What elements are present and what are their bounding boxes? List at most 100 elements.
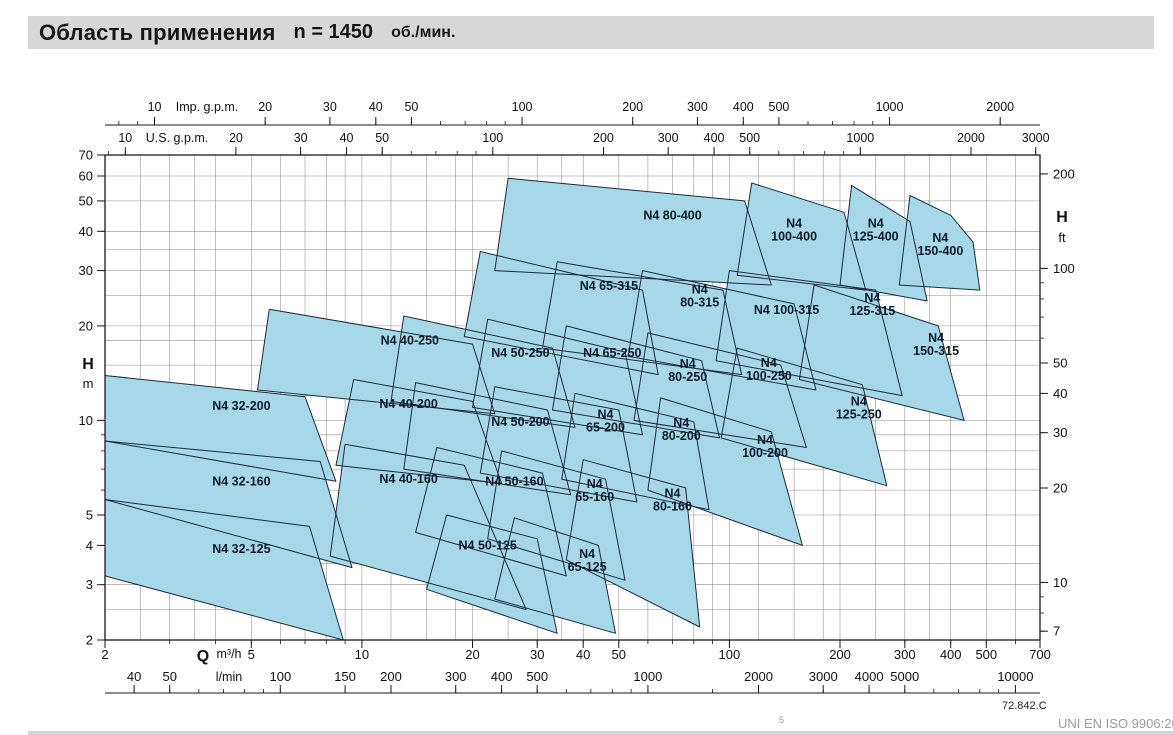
pump-region-label-N4-100-400: N4 100-400 xyxy=(771,217,817,244)
pump-region-outline-N4-50-160 xyxy=(415,447,567,577)
pump-region-outline-N4-80-160 xyxy=(565,459,701,628)
h-axis-symbol: H xyxy=(82,356,94,373)
pump-region-label-N4-150-315: N4 150-315 xyxy=(913,331,959,358)
pump-region-outline-N4-40-200 xyxy=(335,379,503,484)
lmin-axis-unit: l/min xyxy=(216,670,242,684)
pump-region-label-N4-100-200: N4 100-200 xyxy=(742,433,788,460)
pump-region-label-N4-125-400: N4 125-400 xyxy=(853,217,899,244)
axis-tick-label: 20 xyxy=(465,647,479,662)
pump-region-label-N4-80-200: N4 80-200 xyxy=(662,416,701,443)
axis-tick-label: 300 xyxy=(445,669,467,684)
pump-region-label-N4-65-200: N4 65-200 xyxy=(586,407,625,434)
axis-tick-label: 400 xyxy=(491,669,513,684)
axis-tick-label: 40 xyxy=(340,131,354,145)
speed-value: n = 1450 xyxy=(293,21,374,43)
axis-tick-label: 40 xyxy=(79,224,93,239)
pump-region-N4-100-400 xyxy=(737,183,866,291)
pump-region-outline-N4-65-250 xyxy=(472,318,643,436)
axis-tick-label: 50 xyxy=(404,100,418,114)
axis-tick-label: 100 xyxy=(512,100,533,114)
axis-tick-label: 100 xyxy=(1053,261,1075,276)
pump-region-outline-N4-65-315 xyxy=(463,251,659,376)
h-m-axis: 2 3 4 5 10 20 30 40 50 60 70 Hm xyxy=(79,148,105,648)
pump-region-label-N4-32-125: N4 32-125 xyxy=(212,542,270,556)
footnote-marker: 5 xyxy=(779,715,785,725)
axis-tick-label: 4 xyxy=(86,538,93,553)
axis-tick-label: 1000 xyxy=(876,100,904,114)
pump-region-outline-N4-80-315 xyxy=(542,261,743,376)
axis-tick-label: 200 xyxy=(593,131,614,145)
axis-tick-label: 300 xyxy=(687,100,708,114)
q-impgpm-axis: 10 20 30 40 50 100 200 300 400 500 1000 2000 Imp. g.… xyxy=(118,100,1014,125)
pump-regions-fill xyxy=(105,178,980,640)
axis-tick-label: 5 xyxy=(86,508,93,523)
standard-reference: UNI EN ISO 9906:2012 xyxy=(1058,716,1173,731)
axis-tick-label: 500 xyxy=(739,131,760,145)
pump-region-label-N4-65-160: N4 65-160 xyxy=(575,477,614,504)
pump-region-label-N4-50-160: N4 50-160 xyxy=(485,474,543,488)
axis-tick-label: 100 xyxy=(719,647,741,662)
usgpm-axis-unit: U.S. g.p.m. xyxy=(146,131,209,145)
axis-tick-label: 200 xyxy=(622,100,643,114)
pump-region-label-N4-40-160: N4 40-160 xyxy=(379,472,437,486)
axis-tick-label: 20 xyxy=(79,318,93,333)
pump-region-N4-80-160 xyxy=(566,459,700,627)
pump-region-label-N4-40-250: N4 40-250 xyxy=(381,333,439,347)
plot-border xyxy=(104,154,1041,641)
pump-region-label-N4-65-250: N4 65-250 xyxy=(583,346,641,360)
axis-tick-label: 5 xyxy=(248,647,255,662)
pump-region-label-N4-100-250: N4 100-250 xyxy=(746,356,792,383)
axis-tick-label: 30 xyxy=(294,131,308,145)
axis-tick-label: 10 xyxy=(355,647,369,662)
plot-frame xyxy=(104,124,1041,694)
axis-tick-label: 3000 xyxy=(1022,131,1050,145)
axis-tick-label: 500 xyxy=(769,100,790,114)
q-lmin-axis: 40 50 100 150 200 300 400 500 1000 2000 3000 4000 50… xyxy=(127,669,1033,693)
axis-tick-label: 400 xyxy=(704,131,725,145)
axis-tick-label: 400 xyxy=(733,100,754,114)
axis-tick-label: 50 xyxy=(162,669,176,684)
pump-region-labels: N4 32-125 N4 32-160 N4 32-200 N4 40-160 N4 4… xyxy=(212,208,963,573)
pump-region-label-N4-80-160: N4 80-160 xyxy=(653,487,692,514)
pump-region-label-N4-80-315: N4 80-315 xyxy=(680,283,719,310)
pump-region-outline-N4-125-400 xyxy=(839,184,928,302)
pump-region-label-N4-50-125: N4 50-125 xyxy=(459,538,517,552)
pump-region-outline-N4-125-315 xyxy=(715,270,903,397)
axis-tick-label: 70 xyxy=(79,148,93,163)
pump-region-outline-N4-150-315 xyxy=(798,284,965,421)
axis-tick-label: 30 xyxy=(530,647,544,662)
axis-tick-label: 2000 xyxy=(744,669,773,684)
axis-tick-label: 50 xyxy=(612,647,626,662)
axis-tick-label: 10 xyxy=(118,131,132,145)
axis-tick-label: 200 xyxy=(829,647,851,662)
axis-tick-label: 1000 xyxy=(633,669,662,684)
axis-tick-label: 30 xyxy=(323,100,337,114)
section-title-bar: Область применения n = 1450 об./мин. xyxy=(28,16,1154,49)
axis-tick-label: 3 xyxy=(86,577,93,592)
axis-tick-label: 2000 xyxy=(986,100,1014,114)
axis-tick-label: 30 xyxy=(1053,425,1067,440)
pump-region-outline-N4-50-250 xyxy=(390,315,576,428)
pump-region-N4-80-400 xyxy=(494,178,772,285)
axis-tick-label: 30 xyxy=(79,263,93,278)
pump-region-label-N4-125-315: N4 125-315 xyxy=(849,291,895,318)
pump-region-label-N4-32-200: N4 32-200 xyxy=(212,399,270,413)
axis-tick-label: 20 xyxy=(1053,480,1067,495)
axis-tick-label: 40 xyxy=(127,669,141,684)
h-ft-axis-symbol: H xyxy=(1056,209,1068,226)
axis-tick-label: 40 xyxy=(369,100,383,114)
pump-region-label-N4-125-250: N4 125-250 xyxy=(836,394,882,421)
axis-tick-label: 500 xyxy=(975,647,997,662)
axis-tick-label: 50 xyxy=(79,193,93,208)
pump-region-label-N4-100-315: N4 100-315 xyxy=(754,303,819,317)
axis-tick-label: 2000 xyxy=(957,131,985,145)
q-usgpm-axis: 10 20 30 40 50 100 200 300 400 500 1000 2000 3000 U.S… xyxy=(108,131,1050,155)
axis-tick-label: 150 xyxy=(334,669,356,684)
axis-tick-label: 200 xyxy=(1053,166,1075,181)
axis-tick-label: 4000 xyxy=(855,669,884,684)
axis-tick-label: 10 xyxy=(1053,575,1067,590)
pump-region-outline-N4-100-200 xyxy=(647,397,803,546)
axis-tick-label: 10 xyxy=(79,413,93,428)
axis-tick-label: 20 xyxy=(229,131,243,145)
